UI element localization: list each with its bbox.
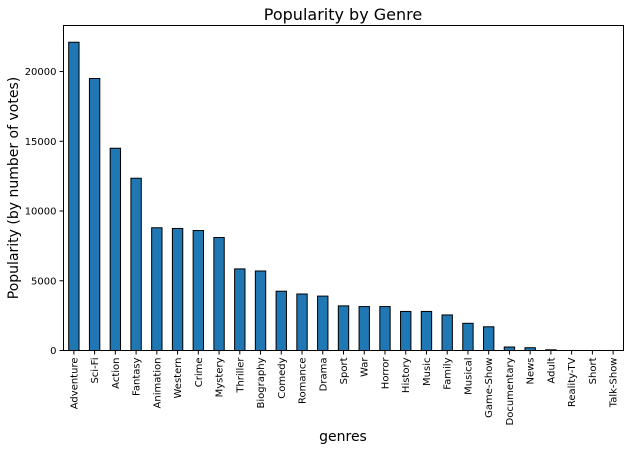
- x-tick-label: Adventure: [69, 358, 80, 410]
- bar: [68, 41, 80, 352]
- x-tick-label: News: [526, 358, 537, 385]
- bar: [234, 268, 246, 351]
- bar: [483, 326, 495, 352]
- x-tick-label: Documentary: [505, 357, 516, 425]
- y-axis-ticks: 0 5000 10000 15000 20000: [25, 67, 64, 357]
- y-tick-label: 15000: [25, 137, 57, 148]
- x-tick-label: Talk-Show: [609, 358, 620, 409]
- x-tick-label: Sci-Fi: [90, 358, 101, 384]
- x-tick-label: Thriller: [235, 357, 246, 394]
- y-axis-label: Popularity (by number of votes): [6, 77, 22, 299]
- x-tick-label: Music: [422, 358, 433, 386]
- y-tick-label: 5000: [31, 276, 56, 287]
- bar: [503, 346, 516, 352]
- bar: [151, 227, 163, 351]
- bar: [254, 270, 267, 351]
- bar: [420, 310, 433, 352]
- x-tick-label: History: [401, 357, 412, 393]
- x-tick-label: Horror: [380, 357, 391, 390]
- x-tick-label: Romance: [298, 358, 309, 404]
- y-tick-label: 20000: [25, 67, 57, 78]
- x-tick-label: Mystery: [215, 357, 226, 397]
- bar: [130, 177, 142, 351]
- x-tick-label: Fantasy: [132, 357, 143, 396]
- bar: [317, 295, 329, 352]
- x-tick-label: Sport: [339, 357, 350, 384]
- y-tick-label: 10000: [25, 207, 57, 218]
- bar: [462, 322, 474, 351]
- x-tick-label: Family: [443, 357, 454, 389]
- bar: [296, 293, 308, 351]
- x-tick-label: Musical: [463, 358, 474, 395]
- bar: [400, 310, 412, 352]
- x-tick-label: Adult: [546, 357, 557, 383]
- x-tick-label: Game-Show: [484, 358, 495, 418]
- x-tick-label: Action: [111, 358, 122, 389]
- plot-frame: [63, 25, 624, 351]
- x-tick-label: Drama: [318, 358, 329, 392]
- x-tick-label: Crime: [194, 358, 205, 388]
- x-tick-label: War: [360, 357, 371, 377]
- bar: [88, 78, 101, 351]
- bar: [337, 305, 350, 351]
- x-axis-ticks: Adventure Sci-Fi Action Fantasy Animation Wes…: [69, 350, 620, 425]
- bar: [379, 306, 391, 351]
- x-axis-label: genres: [319, 429, 367, 445]
- x-tick-label: Animation: [152, 358, 163, 409]
- x-tick-label: Short: [588, 357, 599, 384]
- bar: [275, 290, 287, 351]
- x-tick-label: Western: [173, 358, 184, 399]
- bar: [358, 306, 370, 351]
- chart-title: Popularity by Genre: [264, 5, 422, 24]
- x-tick-label: Comedy: [277, 357, 288, 398]
- y-tick-label: 0: [50, 346, 56, 357]
- bar: [441, 314, 453, 352]
- bar: [171, 227, 184, 351]
- x-tick-label: Biography: [256, 357, 267, 408]
- bar: [109, 147, 122, 351]
- x-tick-label: Reality-TV: [567, 357, 578, 407]
- bar: [192, 230, 204, 352]
- bar: [213, 237, 225, 351]
